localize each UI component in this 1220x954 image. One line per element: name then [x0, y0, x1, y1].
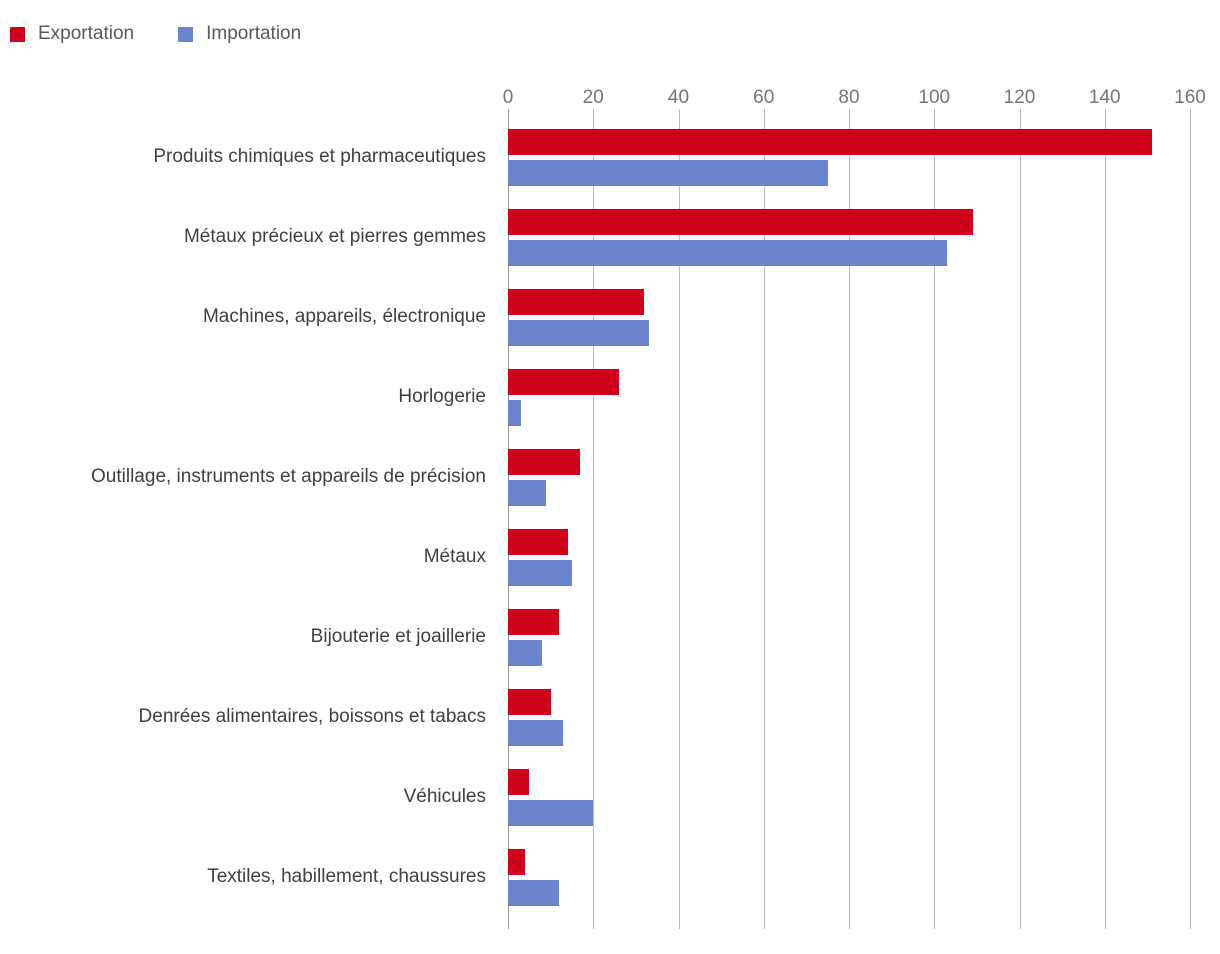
bar-group — [508, 117, 1190, 197]
bar-group — [508, 757, 1190, 837]
exportation-bar — [508, 608, 560, 635]
axis-tick-label: 60 — [753, 87, 775, 108]
exportation-bar — [508, 528, 568, 555]
bar-group — [508, 517, 1190, 597]
bar-group — [508, 677, 1190, 757]
importation-bar — [508, 399, 521, 426]
bar-chart: 0 20 40 60 80 100 120 140 160 Produits chimiques… — [0, 73, 1220, 929]
importation-bar — [508, 479, 547, 506]
bar-group — [508, 197, 1190, 277]
gridline — [849, 109, 850, 929]
bar-group — [508, 277, 1190, 357]
exportation-bar — [508, 128, 1152, 155]
legend: Exportation Importation — [0, 0, 1220, 51]
axis-tick-label: 20 — [582, 87, 604, 108]
axis-tick-label: 80 — [838, 87, 860, 108]
gridline — [763, 109, 765, 929]
bar-group — [508, 597, 1190, 677]
legend-label-exportation: Exportation — [38, 23, 135, 44]
importation-bar — [508, 159, 828, 186]
category-label: Horlogerie — [398, 386, 486, 408]
bar-group — [508, 357, 1190, 437]
importation-bar — [508, 559, 572, 586]
axis-tick-label: 160 — [1174, 87, 1206, 108]
category-label: Outillage, instruments et appareils de p… — [91, 466, 486, 488]
gridline — [678, 109, 680, 929]
legend-label-importation: Importation — [206, 23, 302, 44]
importation-bar — [508, 639, 543, 666]
importation-swatch-icon — [178, 26, 194, 42]
exportation-bar — [508, 448, 581, 475]
exportation-bar — [508, 288, 645, 315]
labels-col: Produits chimiques et pharmaceutiques Mét… — [0, 117, 508, 917]
category-label: Véhicules — [403, 786, 486, 808]
category-label: Produits chimiques et pharmaceutiques — [153, 146, 486, 168]
exportation-bar — [508, 848, 526, 875]
exportation-bar — [508, 688, 551, 715]
category-label: Métaux précieux et pierres gemmes — [183, 226, 486, 248]
gridline — [1019, 109, 1021, 929]
category-label: Bijouterie et joaillerie — [310, 626, 486, 648]
legend-item-exportation: Exportation — [10, 23, 134, 45]
x-axis-ticks: 0 20 40 60 80 100 120 140 160 — [503, 73, 1206, 117]
axis-spacer — [0, 73, 508, 117]
exportation-bar — [508, 208, 973, 235]
category-label: Textiles, habillement, chaussures — [207, 866, 486, 888]
axis-tick-label: 120 — [1003, 87, 1036, 108]
exportation-swatch-icon — [10, 26, 25, 42]
bar-group — [508, 837, 1190, 917]
category-label: Métaux — [423, 546, 486, 568]
gridline — [934, 109, 936, 929]
legend-item-importation: Importation — [178, 23, 301, 45]
bar-group — [508, 437, 1190, 517]
axis-tick-label: 100 — [918, 87, 951, 108]
importation-bar — [508, 879, 560, 906]
exportation-bar — [508, 368, 619, 395]
axis-tick-label: 140 — [1088, 87, 1121, 108]
gridline — [1104, 109, 1106, 929]
axis-tick-label: 0 — [502, 87, 514, 108]
axis-tick-label: 40 — [667, 87, 690, 108]
gridline — [593, 109, 595, 929]
importation-bar — [508, 719, 564, 746]
importation-bar — [508, 799, 594, 826]
importation-bar — [508, 319, 649, 346]
plot-area — [508, 109, 1191, 929]
importation-bar — [508, 239, 948, 266]
category-label: Denrées alimentaires, boissons et tabacs — [138, 706, 486, 728]
exportation-bar — [508, 768, 530, 795]
y-axis-line — [508, 109, 509, 929]
category-label: Machines, appareils, électronique — [202, 306, 486, 328]
gridline — [1190, 109, 1191, 929]
